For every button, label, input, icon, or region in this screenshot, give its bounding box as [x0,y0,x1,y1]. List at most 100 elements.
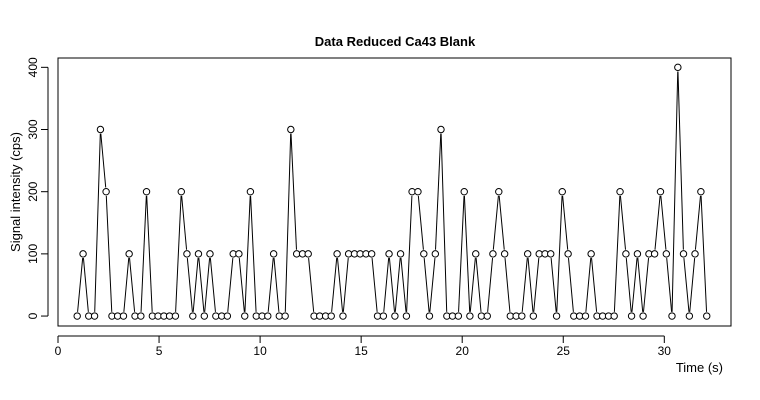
data-point [437,125,445,134]
series-segment [504,258,511,312]
series-segment [209,258,216,312]
series-segment [123,258,130,312]
data-point [287,125,295,134]
series-segment [591,258,598,312]
data-point [662,250,671,258]
x-tick-label: 30 [658,344,672,358]
series-segment [469,258,476,312]
data-point [414,187,422,196]
data-point [396,250,405,258]
data-point [391,312,399,320]
series-segment [417,195,424,250]
series-segment [660,195,667,250]
chart-title: Data Reduced Ca43 Blank [315,34,476,49]
data-point [500,250,509,258]
data-point [333,250,341,258]
data-point [523,250,532,258]
series-segment [613,195,621,312]
series-segment [550,258,557,312]
series-segment [308,258,315,312]
data-point [466,312,474,320]
x-tick-label: 0 [55,344,62,358]
series-segment [181,195,188,250]
series-segment [700,195,708,312]
series-segment [487,258,494,312]
data-point [558,187,566,196]
data-point [656,187,665,196]
data-point [622,250,630,258]
series-segment [388,258,396,312]
data-point [171,312,180,320]
data-point [639,312,647,320]
data-point [547,250,555,258]
data-point [691,250,699,258]
data-point [200,312,209,320]
data-point [102,187,110,196]
x-tick-label: 10 [253,344,267,358]
series-segment [273,258,280,312]
series-segment [654,195,661,250]
series-segment [331,258,338,312]
data-point [581,312,590,320]
series-segment [677,71,684,250]
data-point [73,312,81,320]
series-segment [585,258,592,312]
series-segment [492,195,499,250]
data-point [627,312,636,320]
data-point [281,312,289,320]
series-segment [671,71,679,312]
data-point [241,312,249,320]
series-points-group [73,63,711,320]
data-point [685,312,694,320]
x-tick-label: 20 [456,344,470,358]
series-segment [342,258,349,312]
data-point [587,250,595,258]
y-axis: 0 100 200 300 400 [26,57,49,319]
data-point [529,312,538,320]
data-point [518,312,526,320]
y-tick-label: 200 [26,181,40,201]
y-tick-label: 100 [26,244,40,264]
series-segment [637,258,644,312]
data-point [679,250,688,258]
series-segment [227,258,234,312]
series-segment [267,258,274,312]
series-segment [336,258,344,312]
series-segment [527,258,534,312]
series-segment [192,258,199,312]
data-point [379,312,388,320]
series-segment [244,195,251,312]
data-point [431,250,440,258]
series-segment [458,195,465,312]
data-point [189,312,197,320]
series-segment [175,195,182,312]
y-tick-label: 0 [26,312,40,319]
data-point [495,187,503,196]
x-axis: 0 5 10 15 20 25 30 [55,335,672,358]
series-segment [689,258,696,312]
series-segment [105,195,113,312]
series-segment [204,258,211,312]
series-segment [383,258,390,312]
x-axis-label: Time (s) [676,360,723,375]
data-point [194,250,203,258]
series-segment [475,258,482,312]
data-point [385,250,393,258]
series-segment [394,258,401,312]
series-segment [140,195,147,312]
data-point [246,187,255,196]
data-point [668,312,676,320]
series-segment [290,133,297,250]
data-point [269,250,278,258]
series-segment [440,133,448,312]
series-segment [562,195,569,250]
series-segment [666,258,673,312]
x-tick-label: 25 [557,344,571,358]
data-point [223,312,232,320]
data-point [472,250,480,258]
data-point [304,250,312,258]
series-segment [429,258,436,312]
data-point [142,187,151,196]
data-point [425,312,434,320]
series-segment [683,258,690,312]
